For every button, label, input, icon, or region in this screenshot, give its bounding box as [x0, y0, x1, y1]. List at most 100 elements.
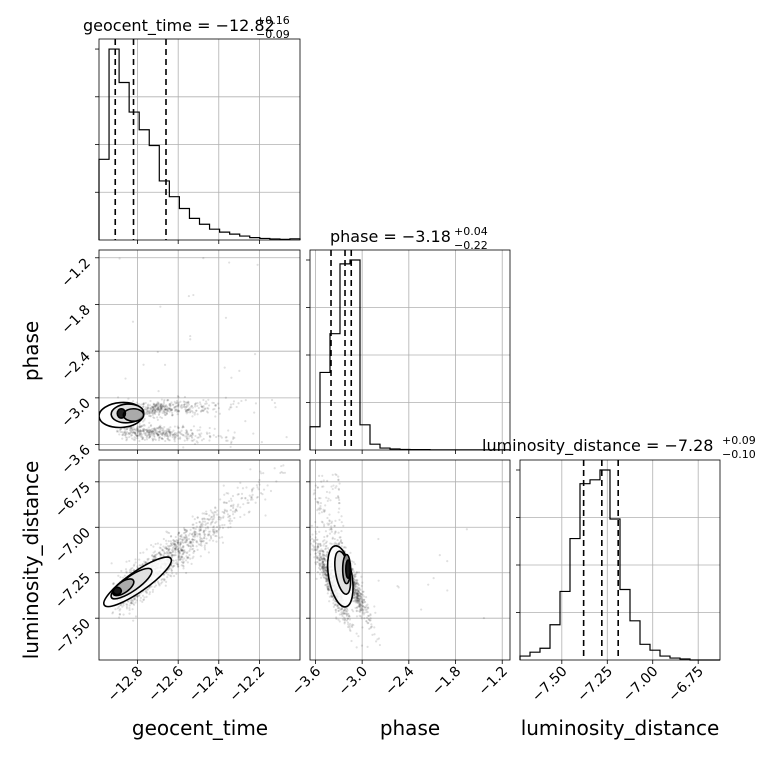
sample-point [217, 434, 220, 438]
sample-point [351, 567, 354, 570]
sample-point [212, 533, 215, 536]
sample-point [169, 409, 172, 412]
sample-point [355, 596, 358, 599]
sample-point [168, 552, 171, 555]
sample-point [230, 442, 233, 445]
sample-point [202, 539, 205, 543]
sample-point [136, 431, 139, 434]
sample-point [333, 532, 336, 535]
sample-point [334, 541, 337, 544]
sample-point [176, 543, 180, 546]
sample-point [174, 542, 177, 546]
panel-frame [98, 249, 301, 451]
sample-point [125, 430, 129, 434]
sample-point [237, 402, 240, 405]
sample-point [258, 483, 261, 486]
sample-point [125, 439, 128, 442]
sample-point [125, 607, 129, 610]
sample-point [157, 551, 161, 555]
sample-point [357, 598, 360, 601]
sample-point [151, 430, 154, 433]
sample-point [212, 401, 216, 405]
sample-point [361, 601, 364, 604]
sample-point [162, 427, 165, 430]
sample-point [137, 430, 141, 433]
sample-point [313, 491, 316, 495]
sample-point [156, 401, 159, 404]
sample-point [319, 550, 322, 553]
sample-point [116, 429, 119, 432]
sample-point [369, 626, 372, 630]
sample-point [236, 493, 239, 496]
sample-point [168, 404, 171, 407]
sample-point [321, 564, 324, 568]
sample-point [314, 563, 318, 566]
sample-point [230, 499, 233, 502]
x-tick-label: −3.0 [336, 664, 371, 699]
sample-point [134, 432, 137, 435]
sample-point [177, 556, 180, 560]
sample-point [123, 430, 127, 433]
sample-point [182, 433, 185, 437]
sample-point [194, 434, 197, 438]
sample-point [363, 598, 366, 601]
sample-point [250, 496, 253, 499]
sample-point [189, 406, 192, 409]
sample-point [161, 438, 165, 441]
panel-frame [519, 459, 721, 661]
sample-point [142, 427, 145, 430]
sample-point [317, 501, 320, 504]
sample-point [153, 427, 156, 430]
sample-point [343, 616, 346, 619]
sample-point [177, 541, 180, 544]
sample-point [345, 613, 348, 616]
sample-point [164, 431, 167, 434]
sample-point [360, 598, 364, 601]
sample-point [168, 433, 172, 436]
sample-point [200, 544, 203, 547]
sample-point [345, 614, 348, 617]
sample-point [340, 545, 343, 548]
sample-point [327, 588, 331, 591]
sample-point [158, 408, 161, 411]
sample-point [174, 551, 177, 554]
density-contour [112, 586, 123, 596]
sample-point [146, 409, 149, 412]
sample-point [128, 608, 131, 612]
sample-point [136, 434, 139, 437]
sample-point [339, 540, 343, 543]
sample-point [146, 429, 149, 432]
sample-point [356, 591, 359, 595]
sample-point [176, 563, 179, 566]
sample-point [156, 408, 159, 411]
sample-point [174, 553, 177, 557]
sample-point [251, 498, 254, 501]
sample-point [124, 428, 127, 431]
sample-point [182, 552, 185, 556]
sample-point [318, 550, 321, 553]
sample-point [332, 597, 335, 600]
sample-point [233, 516, 236, 520]
sample-point [327, 588, 330, 591]
sample-point [132, 431, 135, 434]
sample-point [119, 428, 122, 431]
sample-point [316, 544, 319, 548]
sample-point [357, 605, 360, 608]
sample-point [140, 425, 143, 428]
sample-point [173, 433, 176, 436]
sample-point [191, 541, 195, 544]
sample-point [319, 565, 322, 568]
sample-point [335, 496, 338, 500]
sample-point [161, 548, 164, 551]
sample-point [322, 525, 326, 528]
sample-point [152, 555, 155, 558]
sample-point [151, 439, 154, 442]
sample-point [133, 596, 137, 599]
sample-point [204, 402, 207, 405]
sample-point [156, 418, 159, 421]
sample-point [198, 538, 202, 541]
sample-point [218, 524, 221, 527]
sample-point [153, 555, 157, 558]
sample-point [183, 400, 186, 404]
sample-point [186, 437, 189, 440]
